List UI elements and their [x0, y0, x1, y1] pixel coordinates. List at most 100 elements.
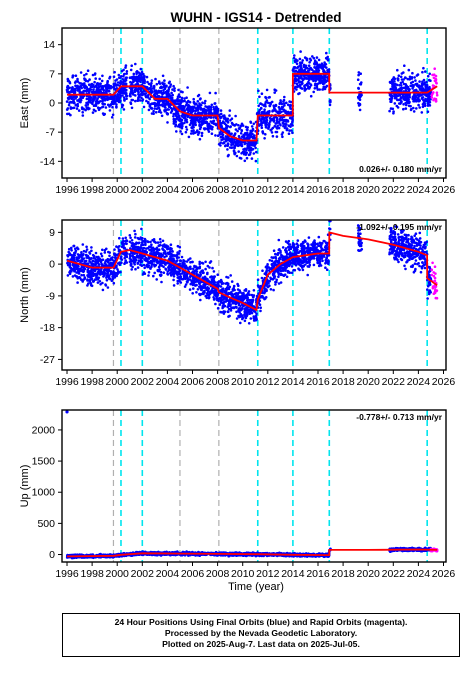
east-point: [424, 70, 427, 73]
east-point: [316, 88, 320, 91]
north-point: [258, 289, 261, 292]
east-point: [142, 105, 146, 109]
east-point: [250, 135, 254, 139]
east-point: [146, 80, 149, 84]
east-point: [239, 132, 243, 135]
north-point: [207, 293, 210, 297]
east-point: [253, 134, 256, 137]
north-point: [155, 258, 159, 262]
east-point: [169, 85, 172, 88]
north-point: [147, 274, 150, 277]
east-point: [285, 101, 288, 105]
east-point: [224, 139, 228, 143]
east-point: [257, 104, 261, 108]
east-point: [88, 78, 91, 81]
east-point: [357, 104, 361, 107]
north-point: [136, 236, 140, 240]
east-point: [130, 64, 133, 67]
east-point: [403, 76, 407, 79]
east-point: [425, 86, 428, 89]
north-point: [170, 267, 174, 271]
east-point: [179, 101, 183, 104]
east-point: [159, 111, 163, 114]
east-point: [70, 90, 74, 94]
east-point: [95, 82, 99, 85]
east-point: [406, 77, 410, 81]
north-point: [159, 270, 163, 274]
north-point: [76, 265, 79, 269]
north-point: [315, 246, 318, 249]
east-point: [413, 76, 416, 79]
east-point: [133, 89, 136, 93]
north-point: [101, 281, 104, 285]
north-point: [172, 275, 176, 278]
east-point: [268, 95, 271, 99]
north-point: [209, 275, 212, 279]
east-point: [66, 90, 69, 94]
east-point: [169, 83, 173, 86]
east-point: [108, 86, 111, 90]
north-point: [192, 271, 196, 275]
east-point: [171, 108, 174, 111]
east-point: [76, 80, 80, 83]
east-point: [358, 108, 362, 112]
east-point: [181, 90, 184, 94]
east-point: [185, 96, 188, 99]
east-point: [272, 116, 276, 119]
north-point: [209, 260, 213, 263]
east-point: [220, 126, 223, 129]
east-point: [112, 75, 116, 78]
north-point: [192, 287, 195, 290]
east-point: [140, 93, 144, 97]
east-point: [320, 65, 323, 68]
east-point: [428, 104, 432, 107]
east-x-tick-label: 2020: [357, 184, 381, 196]
east-point: [187, 103, 190, 107]
east-point: [103, 112, 106, 116]
north-point: [206, 271, 209, 275]
east-point: [98, 77, 101, 81]
east-point: [132, 75, 135, 78]
east-point: [157, 90, 160, 94]
east-point: [287, 124, 291, 127]
east-point: [187, 135, 191, 139]
north-point: [203, 286, 207, 289]
north-point: [241, 299, 245, 302]
east-point: [185, 103, 188, 107]
east-point: [226, 142, 230, 145]
east-point: [276, 124, 280, 128]
east-point: [423, 104, 427, 107]
north-point: [247, 322, 251, 325]
north-point: [179, 275, 183, 278]
east-point: [93, 98, 96, 101]
north-point: [261, 294, 264, 298]
east-point: [264, 95, 267, 99]
north-point: [70, 249, 73, 252]
east-rapid-point: [432, 84, 436, 88]
north-point: [152, 259, 156, 263]
north-point: [282, 274, 286, 278]
north-point: [286, 271, 290, 274]
north-point: [81, 268, 85, 272]
north-point: [295, 242, 299, 245]
north-point: [134, 232, 137, 236]
east-point: [225, 123, 228, 127]
east-point: [228, 114, 231, 117]
north-point: [94, 251, 98, 255]
north-point: [184, 283, 188, 286]
east-point: [324, 56, 328, 60]
north-point: [88, 259, 91, 263]
east-point: [92, 88, 95, 91]
east-point: [275, 110, 278, 113]
north-point: [133, 263, 136, 266]
east-rapid-point: [434, 97, 438, 101]
north-point: [180, 255, 184, 259]
east-point: [265, 111, 269, 115]
east-point: [303, 56, 307, 59]
east-point: [237, 150, 240, 153]
east-rapid-point: [435, 91, 439, 94]
east-point: [172, 122, 176, 125]
east-point: [254, 146, 257, 150]
east-point: [214, 91, 217, 95]
north-point: [298, 268, 301, 272]
